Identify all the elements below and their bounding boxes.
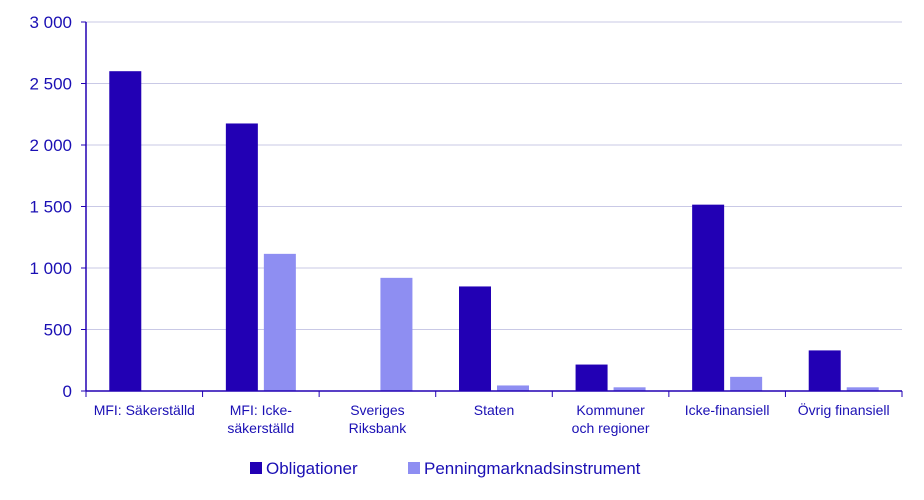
x-category-label: Riksbank xyxy=(349,420,408,436)
y-tick-label: 2 000 xyxy=(29,136,72,155)
x-category-label: Icke-finansiell xyxy=(685,402,770,418)
bar-penningmarknadsinstrument-5 xyxy=(730,376,763,391)
legend-swatch xyxy=(250,462,262,474)
bar-obligationer-3 xyxy=(459,286,491,391)
legend-label: Obligationer xyxy=(266,459,358,478)
legend: Obligationer Penningmarknadsinstrument xyxy=(250,459,641,478)
y-axis-ticks: 0 500 1 000 1 500 2 000 2 500 3 000 xyxy=(29,13,86,401)
bar-obligationer-4 xyxy=(575,364,608,391)
y-tick-label: 1 500 xyxy=(29,198,72,217)
gridlines xyxy=(86,21,902,330)
x-category-label: MFI: Säkerställd xyxy=(94,402,195,418)
x-axis-labels: MFI: Säkerställd MFI: Icke-säkerställd Sve… xyxy=(94,401,890,436)
bar-penningmarknadsinstrument-4 xyxy=(613,387,646,391)
x-category-label: Övrig finansiell xyxy=(798,401,890,418)
bar-penningmarknadsinstrument-3 xyxy=(497,385,529,391)
bar-obligationer-0 xyxy=(109,71,142,391)
x-category-label: Kommuner xyxy=(576,402,645,418)
bar-obligationer-6 xyxy=(808,350,841,391)
bar-penningmarknadsinstrument-6 xyxy=(846,387,879,391)
bar-penningmarknadsinstrument-2 xyxy=(380,277,413,391)
bar-obligationer-1 xyxy=(225,123,258,391)
y-tick-label: 2 500 xyxy=(29,75,72,94)
y-tick-label: 3 000 xyxy=(29,13,72,32)
bar-obligationer-5 xyxy=(692,204,725,391)
axes xyxy=(85,22,903,397)
y-tick-label: 500 xyxy=(44,321,72,340)
x-category-label: och regioner xyxy=(572,420,650,436)
bar-penningmarknadsinstrument-1 xyxy=(263,253,296,391)
y-tick-label: 0 xyxy=(63,382,72,401)
x-category-label: Staten xyxy=(474,402,514,418)
legend-label: Penningmarknadsinstrument xyxy=(424,459,641,478)
legend-swatch xyxy=(408,462,420,474)
x-category-label: säkerställd xyxy=(227,420,294,436)
bars xyxy=(109,71,879,391)
x-category-label: Sveriges xyxy=(350,402,404,418)
y-tick-label: 1 000 xyxy=(29,259,72,278)
x-category-label: MFI: Icke- xyxy=(230,402,293,418)
